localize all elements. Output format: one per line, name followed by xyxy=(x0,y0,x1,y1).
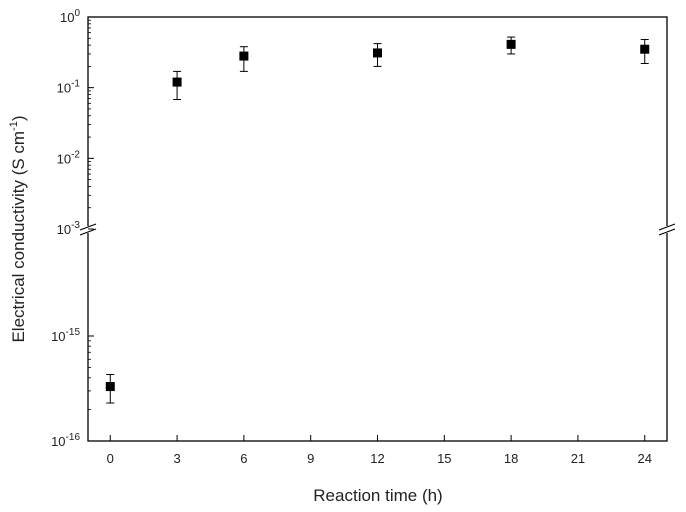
y-tick-label-l0: 10-15 xyxy=(51,327,80,344)
axis-break-marks xyxy=(79,223,676,236)
y-axis-title: Electrical conductivity (S cm-1) xyxy=(8,115,28,342)
y-tick-label-u3: 10-3 xyxy=(57,220,81,237)
x-tick-label-18: 18 xyxy=(504,451,518,466)
x-tick-label-15: 15 xyxy=(437,451,451,466)
y-axis-title-main: Electrical conductivity (S cm xyxy=(9,131,28,343)
data-point-1 xyxy=(172,77,182,87)
y-tick-label-u2: 10-2 xyxy=(57,149,81,166)
x-tick-label-21: 21 xyxy=(571,451,585,466)
axis-break-slash-bottom-1 xyxy=(658,228,676,236)
x-tick-label-6: 6 xyxy=(240,451,247,466)
data-point-3 xyxy=(373,48,382,58)
x-axis-ticks: 0 3 6 9 12 15 18 21 24 xyxy=(107,435,652,466)
data-point-0 xyxy=(105,382,115,392)
y-tick-label-u1: 10-1 xyxy=(57,79,81,96)
x-tick-label-3: 3 xyxy=(173,451,180,466)
y-axis-ticks: 100 10-1 10-2 10-3 10-15 10-16 xyxy=(51,8,94,449)
y-tick-label-u0: 100 xyxy=(60,8,80,25)
y-axis-title-superscript: -1 xyxy=(8,121,20,131)
x-tick-label-12: 12 xyxy=(370,451,384,466)
axis-break-slash-top-0 xyxy=(79,223,97,231)
data-points xyxy=(105,36,650,404)
axis-break-slash-bottom-0 xyxy=(79,228,97,236)
x-tick-label-0: 0 xyxy=(107,451,114,466)
x-axis-title: Reaction time (h) xyxy=(313,486,442,505)
data-point-2 xyxy=(239,51,249,61)
data-point-5 xyxy=(640,44,650,54)
x-tick-label-9: 9 xyxy=(307,451,314,466)
y-axis-title-close: ) xyxy=(9,115,28,121)
axis-break-gap-1 xyxy=(658,226,676,233)
axis-break-slash-top-1 xyxy=(658,223,676,231)
y-tick-label-l1: 10-16 xyxy=(51,432,80,449)
data-point-4 xyxy=(506,39,516,49)
x-tick-label-24: 24 xyxy=(637,451,651,466)
